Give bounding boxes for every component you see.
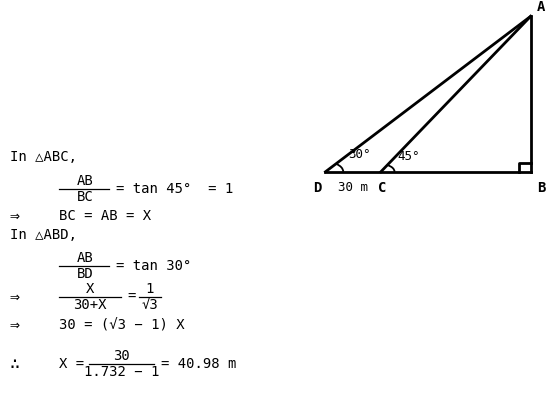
Text: √3: √3 — [142, 298, 158, 312]
Text: ⇒: ⇒ — [10, 316, 20, 334]
Text: = 40.98 m: = 40.98 m — [161, 357, 236, 371]
Text: 30 m: 30 m — [338, 181, 368, 194]
Text: In △ABC,: In △ABC, — [10, 151, 77, 164]
Text: 45°: 45° — [397, 150, 420, 163]
Text: 30+X: 30+X — [73, 298, 107, 312]
Text: D: D — [313, 181, 321, 195]
Text: A: A — [537, 0, 545, 14]
Text: BC: BC — [77, 190, 93, 204]
Text: C: C — [378, 181, 386, 195]
Text: 30 = (√3 − 1) X: 30 = (√3 − 1) X — [59, 318, 185, 332]
Text: BC = AB = X: BC = AB = X — [59, 209, 151, 222]
Text: BD: BD — [77, 267, 93, 281]
Text: In △ABD,: In △ABD, — [10, 228, 77, 242]
Text: 30: 30 — [113, 349, 130, 363]
Text: ⇒: ⇒ — [10, 207, 20, 225]
Text: 1: 1 — [146, 282, 154, 296]
Text: X =: X = — [59, 357, 84, 371]
Text: ∴: ∴ — [10, 355, 20, 373]
Text: 30°: 30° — [348, 148, 371, 161]
Text: B: B — [537, 181, 545, 195]
Text: X: X — [86, 282, 95, 296]
Text: =: = — [127, 290, 135, 304]
Text: AB: AB — [77, 251, 93, 265]
Text: = tan 30°: = tan 30° — [116, 259, 191, 273]
Text: = tan 45°  = 1: = tan 45° = 1 — [116, 182, 233, 196]
Text: AB: AB — [77, 174, 93, 188]
Text: 1.732 − 1: 1.732 − 1 — [84, 365, 159, 379]
Text: ⇒: ⇒ — [10, 288, 20, 306]
